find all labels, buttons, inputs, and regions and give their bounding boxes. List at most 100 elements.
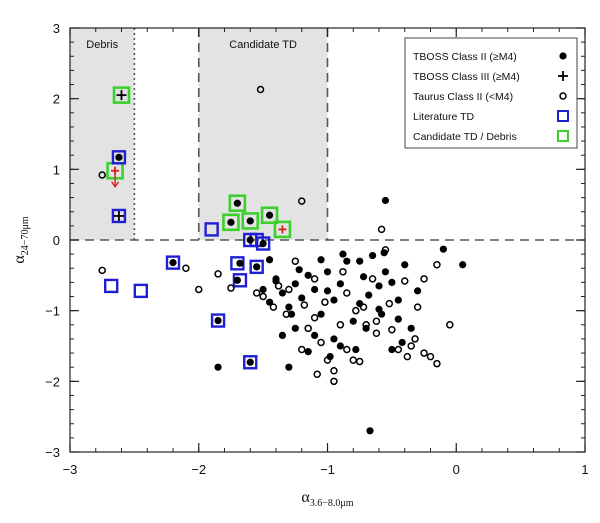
candidate-td-region [198,28,328,240]
upper-limit-arrow [110,173,120,188]
debris-region-label: Debris [86,39,118,51]
tboss-class-ii-point [439,245,447,253]
tboss-class-ii-point [304,271,312,279]
taurus-class-ii-point [343,345,351,354]
taurus-class-ii-point [385,299,394,308]
taurus-class-ii-point [420,349,428,357]
taurus-class-ii-point [388,325,396,334]
tboss-class-ii-point [317,256,325,264]
y-tick-label: −2 [45,374,60,389]
x-tick-label: −2 [191,462,206,477]
y-tick-label: 3 [53,21,60,36]
tboss-class-ii-point [298,294,306,302]
legend-symbol-candidate-td [557,130,569,142]
tboss-class-ii-point [253,263,261,271]
tboss-class-ii-point [359,273,368,281]
tboss-class-ii-point [278,331,287,339]
tboss-class-ii-point [259,285,267,294]
y-tick-label: 0 [53,233,60,248]
legend-label-tboss-class-ii: TBOSS Class II (≥M4) [413,51,517,63]
tboss-class-ii-point [356,257,364,265]
taurus-class-ii-point [420,275,428,283]
tboss-class-ii-point [169,259,177,267]
tboss-class-ii-point [233,276,241,284]
literature-td-marker [103,278,119,294]
taurus-class-ii-point [372,329,381,338]
tboss-class-ii-point [343,257,351,265]
taurus-class-ii-point [291,257,300,265]
tboss-class-ii-point [356,300,364,308]
taurus-class-ii-point [304,324,312,333]
tboss-class-iii-point [116,90,127,101]
tboss-class-ii-point [394,296,402,304]
debris-region [70,28,135,240]
tboss-class-ii-point [459,261,467,269]
tboss-class-ii-point [366,427,374,435]
tboss-class-ii-point [330,296,338,304]
candidate-td-marker [112,86,131,104]
legend-label-literature-td: Literature TD [413,111,474,123]
x-tick-label: 0 [453,462,460,477]
tboss-class-ii-point [388,345,396,354]
x-tick-label: 1 [581,462,588,477]
literature-td-marker [210,313,226,328]
taurus-class-ii-point [407,342,415,350]
candidate-td-marker [241,212,260,230]
legend-symbol-filled-circle [559,52,567,60]
y-axis-label-sub: 24−70μm [20,216,31,255]
literature-td-marker [249,259,264,275]
taurus-class-ii-point [372,317,381,326]
tboss-class-ii-point [323,287,332,295]
taurus-class-ii-point [252,289,261,297]
y-tick-label: −1 [45,304,60,319]
taurus-class-ii-point [321,298,329,306]
legend-symbol-open-circle [559,92,567,100]
tboss-class-ii-point [352,345,360,354]
taurus-class-ii-point [413,303,422,311]
x-axis-label-main: α [301,489,310,506]
tboss-class-ii-point [285,303,293,311]
y-axis-label: α24−70μm [11,216,31,263]
tboss-class-ii-point [407,324,415,332]
tboss-class-ii-point [362,324,370,332]
tboss-class-ii-point [115,153,123,161]
tboss-class-ii-point [227,218,235,226]
taurus-class-ii-point [182,264,190,273]
taurus-class-ii-point [339,268,347,276]
candidate-td-marker [222,213,240,232]
candidate-td-marker [273,220,292,239]
tboss-class-ii-point [214,316,222,325]
tboss-class-ii-point [380,249,388,257]
taurus-class-ii-point [446,321,454,329]
taurus-class-ii-point [433,260,441,269]
taurus-class-ii-point [336,321,345,329]
tboss-class-ii-point [278,289,287,297]
candidate-td-region-label: Candidate TD [229,39,297,51]
taurus-class-ii-point [426,352,435,361]
legend-symbol-plus [558,71,568,81]
tboss-class-ii-point [394,315,402,323]
taurus-class-ii-point [359,303,368,311]
tboss-class-ii-point [401,261,409,269]
tboss-class-ii-point [365,291,373,299]
taurus-class-ii-point [330,366,338,375]
x-tick-label: −1 [320,462,335,477]
tboss-class-ii-point [295,266,303,274]
literature-td-marker [243,355,258,370]
plot-frame [69,27,586,453]
tboss-class-ii-point [311,331,319,339]
tboss-class-ii-point [265,211,274,219]
taurus-class-ii-point [411,335,419,343]
taurus-class-ii-point [433,359,441,368]
tboss-class-ii-point [265,298,274,306]
tboss-class-ii-point [246,236,254,244]
literature-td-marker [165,255,181,270]
taurus-class-ii-point [298,345,306,354]
literature-td-marker [111,208,127,224]
tboss-class-ii-point [291,280,299,288]
y-tick-label: −3 [45,445,60,460]
taurus-class-ii-point [195,285,203,294]
tboss-class-ii-point [246,217,254,225]
taurus-class-ii-point [355,357,364,366]
tboss-class-ii-point [259,239,267,248]
